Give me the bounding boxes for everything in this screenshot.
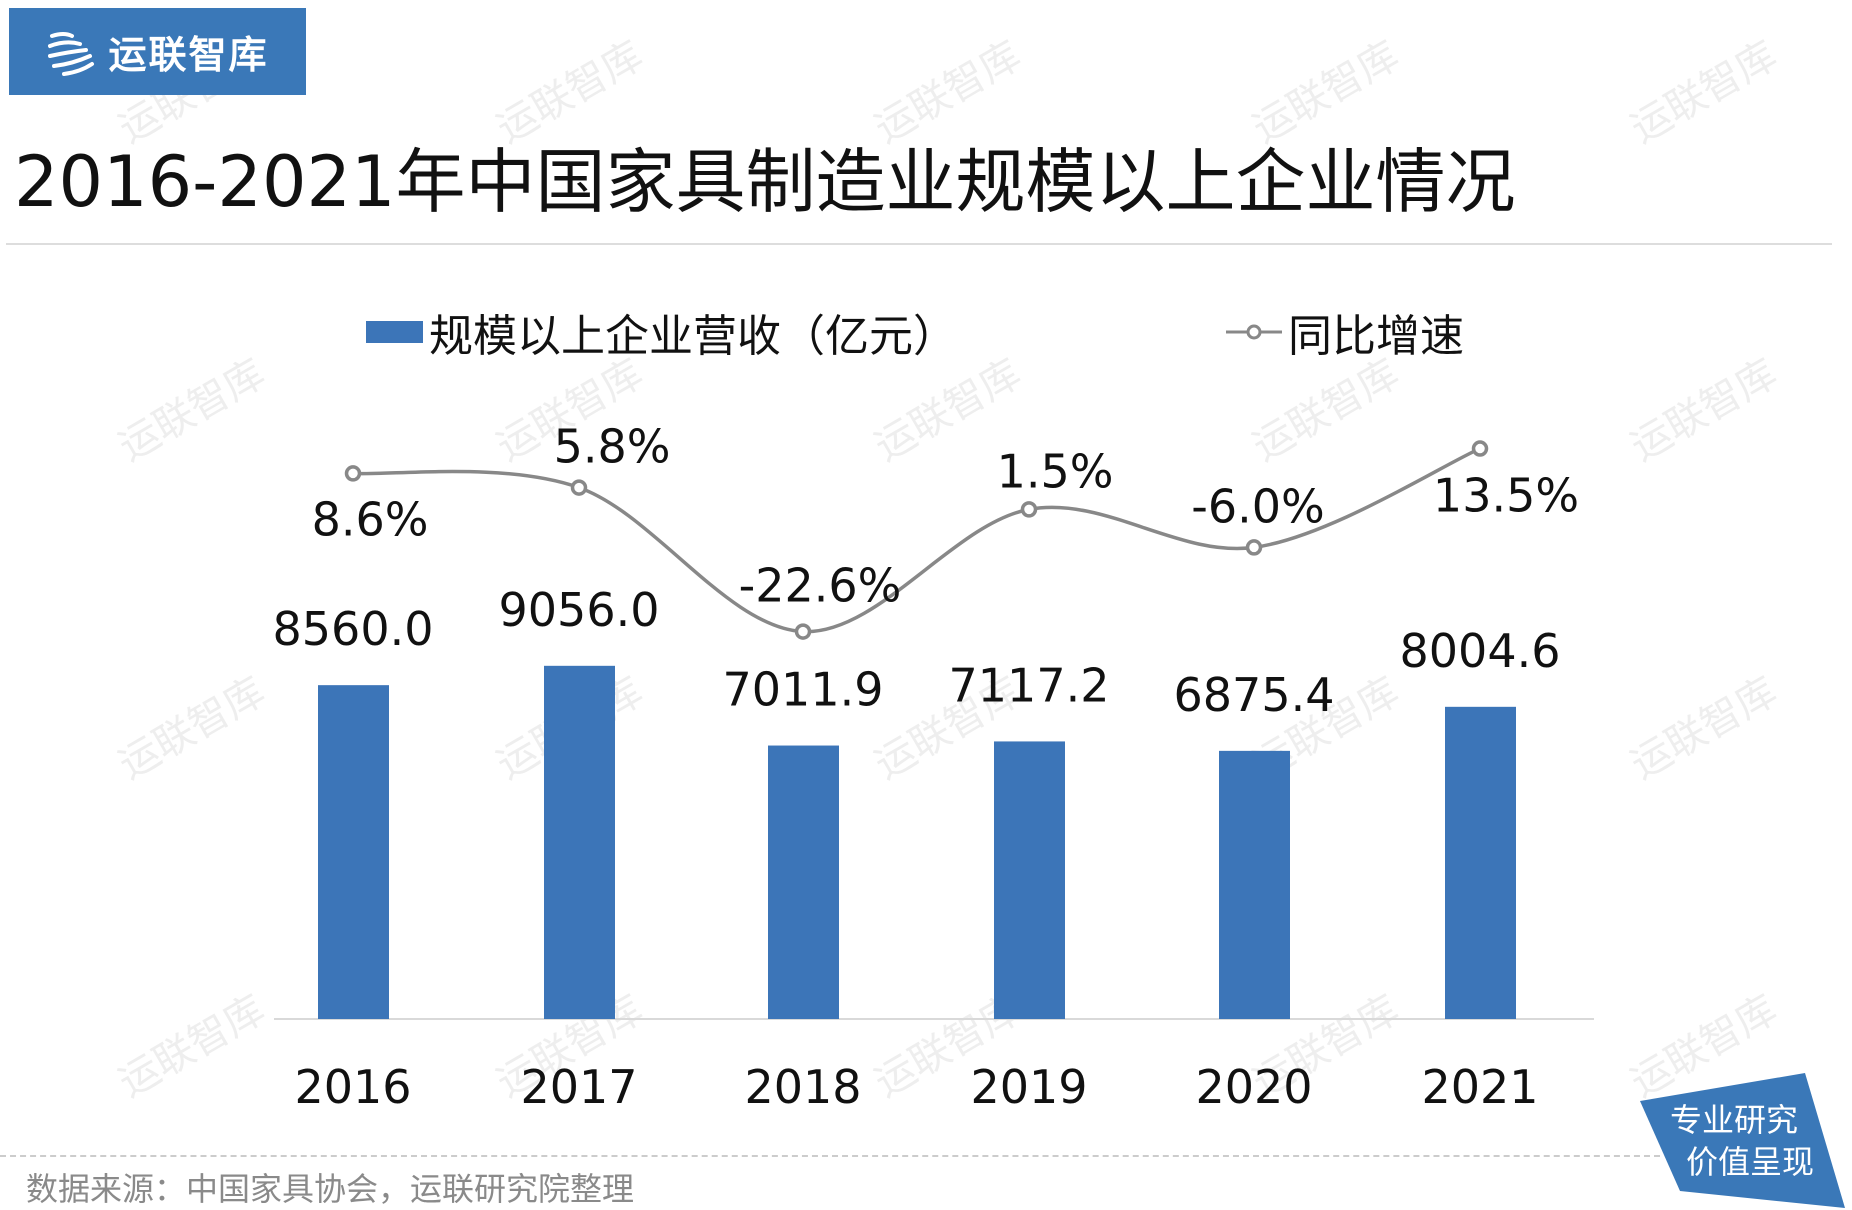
- bar-2020: [1219, 750, 1290, 1019]
- legend-item-revenue: 规模以上企业营收（亿元）: [366, 300, 957, 364]
- badge: 专业研究 价值呈现: [1640, 1073, 1845, 1208]
- legend: 规模以上企业营收（亿元） 同比增速: [0, 300, 1852, 362]
- growth-value-label: 8.6%: [312, 492, 429, 546]
- bar-2021: [1445, 706, 1516, 1019]
- x-tick-label: 2020: [1195, 1060, 1312, 1114]
- x-tick-label: 2018: [744, 1060, 861, 1114]
- bar-2019: [994, 741, 1065, 1019]
- legend-label-growth: 同比增速: [1288, 311, 1464, 362]
- growth-point-2020: [1245, 539, 1263, 556]
- bar-2016: [318, 685, 389, 1019]
- footer-dashed-line: [0, 1155, 1660, 1157]
- source-note: 数据来源：中国家具协会，运联研究院整理: [26, 1170, 635, 1208]
- growth-value-label: 5.8%: [554, 420, 671, 474]
- growth-point-2021: [1471, 440, 1489, 457]
- legend-swatch-bar: [366, 321, 423, 343]
- growth-point-2019: [1020, 501, 1038, 518]
- growth-point-2016: [344, 465, 362, 482]
- divider: [6, 243, 1832, 245]
- bar-2017: [544, 665, 615, 1019]
- growth-value-label: 1.5%: [997, 444, 1114, 498]
- growth-point-2018: [794, 623, 812, 640]
- x-tick-label: 2017: [520, 1060, 637, 1114]
- legend-item-growth: 同比增速: [1224, 300, 1464, 364]
- chart: 8560.0 2016 9056.0 2017 7011.9 2018 7117.2 2019…: [273, 420, 1594, 1114]
- logo: 运联智库: [9, 8, 306, 95]
- bar-value-label: 9056.0: [499, 583, 660, 637]
- bar-value-label: 8004.6: [1400, 624, 1561, 678]
- badge-line1: 专业研究: [1670, 1101, 1798, 1139]
- legend-label-revenue: 规模以上企业营收（亿元）: [429, 311, 957, 362]
- x-tick-label: 2019: [970, 1060, 1087, 1114]
- logo-text: 运联智库: [108, 33, 269, 77]
- bar-2018: [768, 745, 839, 1019]
- page-title: 2016-2021年中国家具制造业规模以上企业情况: [14, 141, 1516, 223]
- bar-value-label: 7117.2: [949, 658, 1110, 712]
- badge-line2: 价值呈现: [1686, 1143, 1814, 1181]
- growth-value-label: 13.5%: [1433, 469, 1579, 523]
- x-tick-label: 2016: [294, 1060, 411, 1114]
- growth-value-label: -6.0%: [1191, 479, 1324, 533]
- bar-value-label: 7011.9: [723, 663, 884, 717]
- logo-globe-icon: [48, 31, 95, 76]
- growth-value-label: -22.6%: [739, 559, 902, 613]
- growth-point-2017: [570, 479, 588, 496]
- x-tick-label: 2021: [1421, 1060, 1538, 1114]
- bar-value-label: 6875.4: [1174, 668, 1335, 722]
- bar-value-label: 8560.0: [273, 602, 434, 656]
- legend-line-marker-icon: [1226, 324, 1282, 340]
- growth-line: [352, 446, 1481, 634]
